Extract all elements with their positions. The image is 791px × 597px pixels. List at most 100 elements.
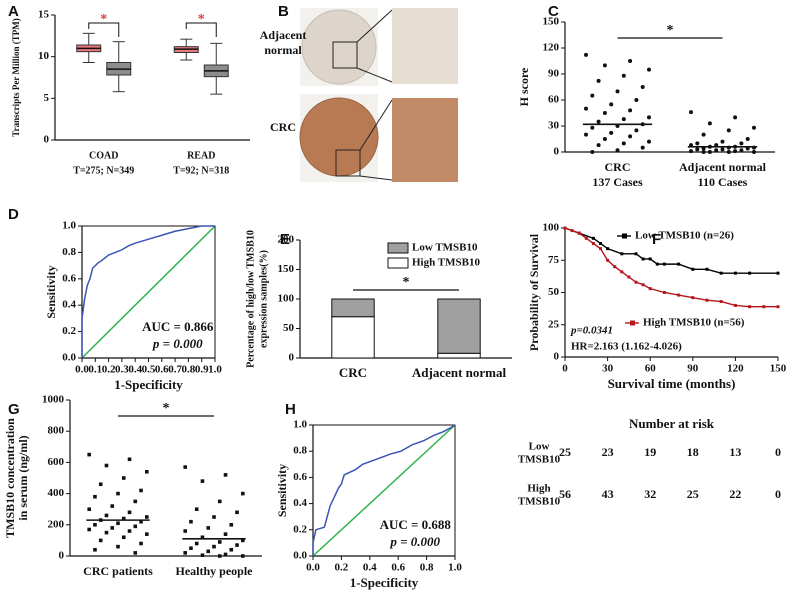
zoom-box xyxy=(335,149,361,177)
y-axis-label: TMSB10 concentration xyxy=(3,418,17,538)
panel-letter: C xyxy=(548,3,559,20)
y-axis-label: Percentage of high/low TMSB10 xyxy=(245,230,256,368)
category-note: T=92; N=318 xyxy=(173,165,229,176)
dot xyxy=(183,529,187,533)
x-tick-label: 0.4 xyxy=(128,364,142,376)
panel-letter: G xyxy=(8,401,20,418)
legend-swatch xyxy=(387,257,409,269)
panel-letter: B xyxy=(278,3,289,20)
dot xyxy=(621,73,626,78)
censor-mark xyxy=(719,300,723,304)
dot xyxy=(206,526,211,530)
dot xyxy=(93,547,97,552)
dot xyxy=(621,117,626,122)
dot xyxy=(584,106,588,111)
dot xyxy=(628,134,633,139)
panel-letter: D xyxy=(8,206,19,223)
dot xyxy=(752,150,756,154)
dot xyxy=(87,452,91,457)
y-tick-label: 0 xyxy=(554,351,560,363)
legend-marker xyxy=(630,320,635,326)
censor-mark xyxy=(776,305,780,309)
tissue-core xyxy=(301,9,377,85)
y-tick-label: 0 xyxy=(59,550,65,562)
x-tick-label: 0.4 xyxy=(363,562,377,574)
x-tick-label: 0.6 xyxy=(155,364,169,376)
risk-row-label: High xyxy=(527,483,550,495)
zoom-image xyxy=(392,8,458,84)
annotation: * xyxy=(198,12,205,27)
censor-mark xyxy=(599,241,602,245)
dot xyxy=(602,63,607,68)
dot xyxy=(229,523,234,527)
dot xyxy=(701,150,706,154)
x-axis-label: Survival time (months) xyxy=(608,376,736,391)
category-label: Adjacent normal xyxy=(412,365,507,380)
dot xyxy=(116,491,120,496)
risk-count: 0 xyxy=(775,445,781,459)
category-label: Healthy people xyxy=(176,564,254,578)
dot xyxy=(223,552,228,557)
panel-letter: F xyxy=(652,231,661,248)
panel-letter: H xyxy=(285,401,296,418)
y-tick-label: 50 xyxy=(548,286,560,298)
legend-swatch xyxy=(387,242,409,254)
image-label: CRC xyxy=(270,120,296,134)
censor-mark xyxy=(677,293,681,297)
x-axis-label: 1-Specificity xyxy=(350,575,419,590)
censor-mark xyxy=(691,296,695,300)
category-label: CRC xyxy=(339,365,367,380)
panel-letter: E xyxy=(280,231,290,248)
x-tick-label: 0.8 xyxy=(420,562,434,574)
dot xyxy=(133,524,138,529)
category-label: COAD xyxy=(89,150,118,161)
annotation: HR=2.163 (1.162-4.026) xyxy=(571,341,682,353)
dot xyxy=(87,507,91,511)
annotation: AUC = 0.866 xyxy=(142,319,214,334)
tissue-core xyxy=(299,97,379,177)
dot xyxy=(689,149,693,154)
dot xyxy=(145,532,149,536)
censor-mark xyxy=(591,236,595,240)
plot-frame xyxy=(312,424,456,557)
dot xyxy=(695,141,700,146)
y-tick-label: 60 xyxy=(548,94,560,106)
zoom-line xyxy=(359,99,393,151)
dot xyxy=(609,102,614,107)
dot xyxy=(139,488,143,493)
y-axis-label: Sensitivity xyxy=(44,265,58,318)
x-tick-label: 0.2 xyxy=(102,364,116,376)
y-tick-label: 0.4 xyxy=(293,497,307,509)
bar-segment xyxy=(437,298,481,354)
risk-count: 32 xyxy=(644,487,656,501)
dot xyxy=(615,89,620,94)
dot xyxy=(206,549,211,554)
dot xyxy=(212,515,216,519)
y-tick-label: 1.0 xyxy=(62,220,76,232)
x-tick-label: 0.8 xyxy=(182,364,196,376)
censor-mark xyxy=(733,271,737,275)
y-tick-label: 0.8 xyxy=(62,246,76,258)
censor-mark xyxy=(606,247,610,251)
dot xyxy=(223,473,228,477)
dot xyxy=(229,547,234,552)
legend-label: Low TMSB10 (n=26) xyxy=(635,230,734,242)
dot xyxy=(93,494,97,499)
x-tick-label: 0.9 xyxy=(195,364,209,376)
dot xyxy=(720,139,725,144)
censor-mark xyxy=(620,252,624,256)
censor-mark xyxy=(719,271,723,275)
x-tick-label: 0.2 xyxy=(335,562,349,574)
censor-mark xyxy=(606,258,610,262)
censor-mark xyxy=(563,226,567,230)
censor-mark xyxy=(776,271,780,275)
y-axis-label: Sensitivity xyxy=(275,464,289,517)
x-tick-label: 0.0 xyxy=(306,562,320,574)
zoom-image xyxy=(392,98,458,182)
dot xyxy=(121,535,126,540)
x-tick-label: 0.6 xyxy=(391,562,405,574)
risk-count: 23 xyxy=(602,445,614,459)
censor-mark xyxy=(662,262,666,266)
zoom-line xyxy=(359,175,393,181)
dot xyxy=(217,499,222,504)
